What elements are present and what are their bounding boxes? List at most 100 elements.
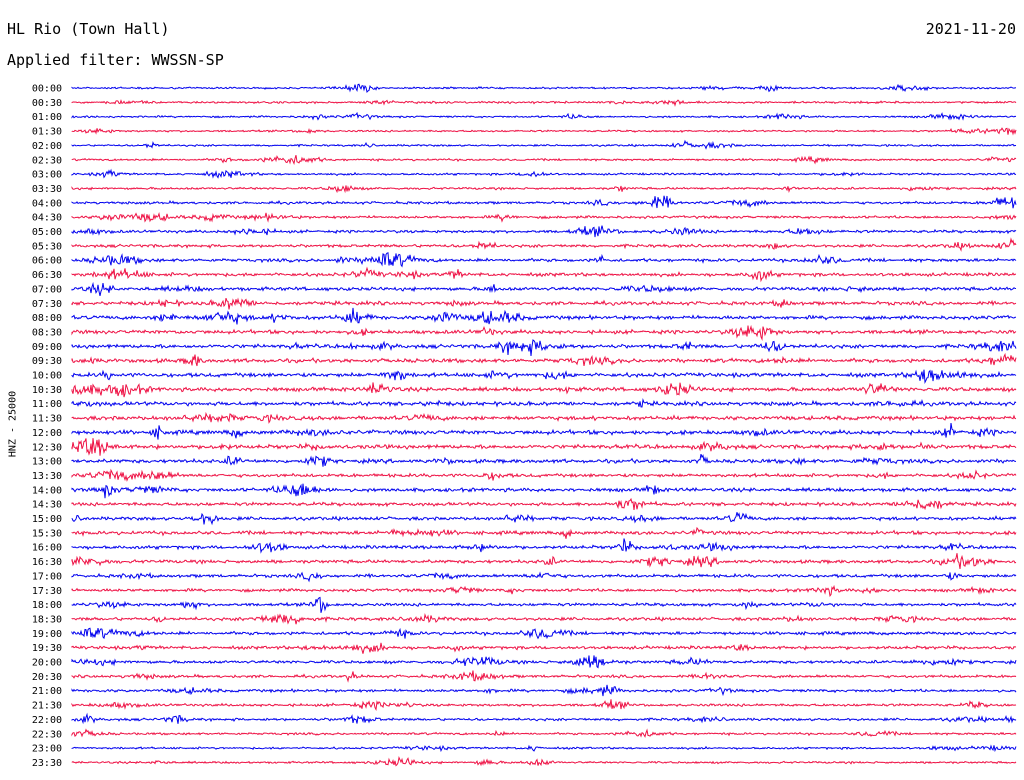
trace-row [71, 225, 1017, 238]
trace-row [71, 699, 1017, 711]
row-time-label: 11:00 [32, 399, 62, 410]
filter-name: WWSSN-SP [151, 51, 224, 69]
row-time-label: 09:30 [32, 356, 62, 367]
trace-row [71, 382, 1017, 398]
trace-row [71, 553, 1017, 569]
filter-prefix: Applied filter: [7, 51, 143, 69]
row-time-label: 02:00 [32, 141, 62, 152]
row-time-label: 10:30 [32, 385, 62, 396]
trace-row [71, 744, 1017, 753]
row-time-label: 05:00 [32, 227, 62, 238]
trace-row [71, 655, 1017, 669]
trace-row [71, 612, 1017, 625]
row-time-label: 22:30 [32, 729, 62, 740]
row-time-label: 15:00 [32, 514, 62, 525]
row-time-label: 03:30 [32, 184, 62, 195]
row-time-label: 06:00 [32, 256, 62, 267]
row-time-label: 16:00 [32, 543, 62, 554]
trace-row [71, 212, 1017, 223]
row-time-label: 20:30 [32, 672, 62, 683]
row-time-label: 02:30 [32, 155, 62, 166]
trace-row [71, 281, 1017, 297]
trace-row [71, 324, 1017, 341]
row-time-label: 07:00 [32, 284, 62, 295]
row-time-label: 18:30 [32, 614, 62, 625]
trace-row [71, 642, 1017, 654]
trace-row [71, 297, 1017, 310]
row-time-label: 11:30 [32, 414, 62, 425]
row-time-label: 18:00 [32, 600, 62, 611]
row-time-label: 08:00 [32, 313, 62, 324]
trace-row [71, 139, 1017, 150]
trace-row [71, 252, 1017, 268]
trace-row [71, 526, 1017, 539]
row-time-label: 19:30 [32, 643, 62, 654]
row-time-label: 13:00 [32, 457, 62, 468]
trace-row [71, 185, 1017, 194]
row-time-label: 20:00 [32, 658, 62, 669]
trace-row [71, 684, 1017, 697]
record-date: 2021-11-20 [925, 20, 1016, 38]
trace-row [71, 411, 1017, 424]
trace-row [71, 670, 1017, 683]
trace-row [71, 423, 1017, 440]
row-time-label: 23:00 [32, 744, 62, 755]
row-time-label: 16:30 [32, 557, 62, 568]
trace-row [71, 83, 1017, 94]
trace-row [71, 237, 1017, 252]
trace-row [71, 168, 1017, 179]
row-time-label: 21:00 [32, 686, 62, 697]
row-time-label: 08:30 [32, 327, 62, 338]
trace-row [71, 468, 1017, 482]
trace-row [71, 155, 1017, 165]
trace-row [71, 307, 1016, 325]
trace-row [71, 512, 1017, 526]
row-time-label: 14:30 [32, 500, 62, 511]
trace-row [71, 111, 1017, 121]
trace-row [71, 195, 1017, 209]
station-title: HL Rio (Town Hall) [7, 20, 170, 38]
trace-row [71, 453, 1016, 467]
row-time-label: 15:30 [32, 528, 62, 539]
row-time-label: 04:00 [32, 198, 62, 209]
row-time-label: 04:30 [32, 213, 62, 224]
row-time-label: 01:30 [32, 127, 62, 138]
row-time-label: 01:00 [32, 112, 62, 123]
trace-row [71, 538, 1017, 554]
row-time-label: 17:00 [32, 571, 62, 582]
trace-row [71, 397, 1017, 408]
row-time-label: 06:30 [32, 270, 62, 281]
trace-row [71, 728, 1017, 738]
trace-row [71, 99, 1017, 107]
row-time-label: 21:30 [32, 701, 62, 712]
row-time-label: 10:00 [32, 371, 62, 382]
trace-row [71, 712, 1017, 725]
trace-row [71, 352, 1017, 367]
trace-row [71, 483, 1017, 499]
trace-row [71, 497, 1017, 511]
row-time-label: 07:30 [32, 299, 62, 310]
row-time-label: 12:00 [32, 428, 62, 439]
row-time-label: 00:30 [32, 98, 62, 109]
trace-row [71, 127, 1017, 136]
trace-row [71, 571, 1017, 583]
row-time-label: 17:30 [32, 586, 62, 597]
row-time-label: 19:00 [32, 629, 62, 640]
row-time-label: 14:00 [32, 485, 62, 496]
trace-row [71, 369, 1017, 384]
trace-row [71, 584, 1017, 598]
trace-row [71, 438, 1017, 456]
trace-row [71, 755, 1017, 767]
row-time-label: 03:00 [32, 170, 62, 181]
row-time-label: 13:30 [32, 471, 62, 482]
trace-row [71, 627, 1017, 640]
row-time-label: 00:00 [32, 84, 62, 95]
trace-row [71, 266, 1017, 283]
row-time-label: 05:30 [32, 241, 62, 252]
filter-line: Applied filter: WWSSN-SP [7, 51, 224, 69]
row-time-label: 09:00 [32, 342, 62, 353]
row-time-label: 22:00 [32, 715, 62, 726]
trace-row [71, 339, 1017, 356]
row-time-label: 12:30 [32, 442, 62, 453]
